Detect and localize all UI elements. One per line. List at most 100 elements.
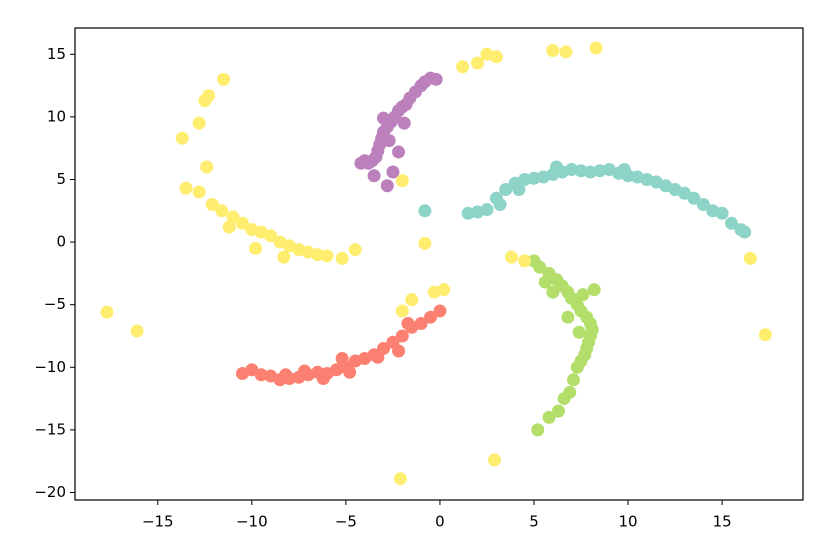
point (561, 310, 575, 324)
point (725, 216, 739, 230)
point (264, 229, 278, 243)
point (546, 285, 560, 299)
y-tick-label: 15 (47, 45, 66, 63)
point (217, 72, 231, 86)
point (348, 243, 362, 257)
point (279, 368, 293, 382)
point (235, 367, 249, 381)
point (493, 198, 507, 212)
x-tick-label: 15 (713, 513, 732, 531)
point (542, 410, 556, 424)
point (487, 453, 501, 467)
point (235, 216, 249, 230)
point (567, 373, 581, 387)
point (550, 160, 564, 174)
point (405, 293, 419, 307)
point (382, 134, 396, 148)
point (437, 283, 451, 297)
y-tick-label: 10 (47, 107, 66, 125)
point (559, 45, 573, 59)
point (557, 392, 571, 406)
point (471, 56, 485, 70)
point (589, 41, 603, 55)
point (738, 225, 752, 239)
point (343, 365, 357, 379)
point (316, 372, 330, 386)
point (179, 181, 193, 195)
point (572, 325, 586, 339)
point (226, 210, 240, 224)
point (480, 203, 494, 217)
point (320, 249, 334, 263)
y-tick-label: −20 (34, 483, 66, 501)
point (222, 220, 236, 234)
point (335, 352, 349, 366)
point (533, 260, 547, 274)
point (335, 251, 349, 265)
point (531, 423, 545, 437)
point (367, 169, 381, 183)
point (205, 198, 219, 212)
point (587, 283, 601, 297)
point (380, 179, 394, 193)
point (512, 183, 526, 197)
point (354, 156, 368, 170)
point (570, 360, 584, 374)
point (200, 160, 214, 174)
point (489, 50, 503, 64)
x-tick-label: −15 (142, 513, 174, 531)
point (371, 350, 385, 364)
point (386, 165, 400, 179)
point (758, 328, 772, 342)
point (395, 174, 409, 188)
y-tick-label: 5 (56, 170, 66, 188)
point (424, 310, 438, 324)
point (456, 60, 470, 74)
x-tick-label: 0 (435, 513, 445, 531)
y-tick-label: −5 (44, 295, 66, 313)
point (499, 183, 513, 197)
point (551, 404, 565, 418)
point (433, 304, 447, 318)
point (395, 304, 409, 318)
point (687, 191, 701, 205)
point (249, 241, 263, 255)
x-tick-label: −10 (236, 513, 268, 531)
y-tick-label: −10 (34, 358, 66, 376)
point (297, 364, 311, 378)
point (198, 94, 212, 108)
point (546, 44, 560, 58)
point (538, 275, 552, 289)
point (504, 250, 518, 264)
point (348, 354, 362, 368)
point (175, 131, 189, 145)
plot-frame (74, 27, 804, 501)
point (418, 204, 432, 218)
y-tick-label: 0 (56, 233, 66, 251)
point (576, 288, 590, 302)
point (397, 116, 411, 130)
x-tick-label: 10 (619, 513, 638, 531)
point (392, 145, 406, 159)
x-tick-label: 5 (529, 513, 539, 531)
point (401, 316, 415, 330)
point (418, 236, 432, 250)
point (696, 198, 710, 212)
x-tick-label: −5 (335, 513, 357, 531)
point (518, 254, 532, 268)
point (277, 250, 291, 264)
point (215, 204, 229, 218)
point (743, 251, 757, 265)
point (617, 162, 631, 176)
point (192, 116, 206, 130)
point (100, 305, 114, 319)
point (392, 344, 406, 358)
point (393, 472, 407, 486)
point (395, 329, 409, 343)
y-tick-label: −15 (34, 420, 66, 438)
point (377, 111, 391, 125)
point (715, 206, 729, 220)
point (192, 185, 206, 199)
point (130, 324, 144, 338)
